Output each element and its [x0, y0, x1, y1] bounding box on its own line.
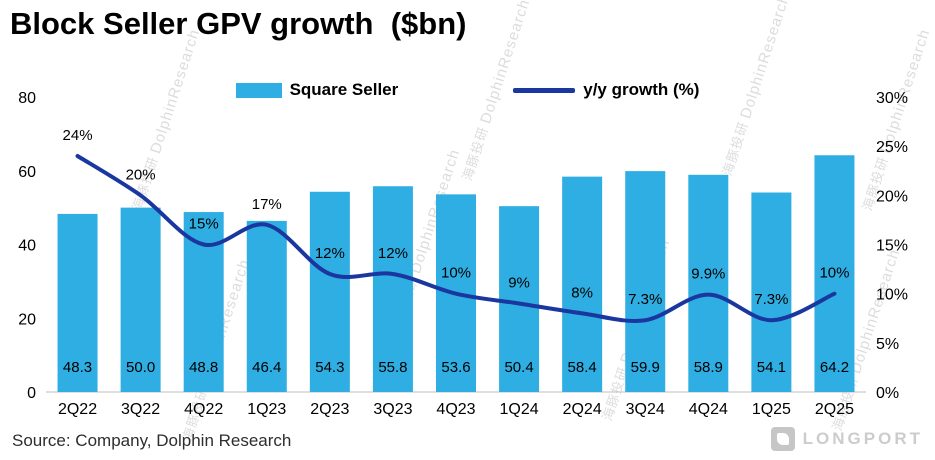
right-axis-tick: 20% — [876, 188, 908, 205]
category-label: 3Q23 — [373, 401, 412, 418]
legend-label-square-seller: Square Seller — [289, 80, 399, 99]
right-axis-tick: 5% — [876, 336, 899, 353]
bar-value-label: 50.0 — [126, 359, 155, 376]
growth-label: 12% — [378, 245, 408, 262]
longport-logo: LONGPORT — [770, 427, 923, 451]
category-label: 2Q22 — [58, 401, 97, 418]
left-axis-tick: 0 — [27, 385, 36, 402]
category-label: 1Q24 — [500, 401, 539, 418]
legend-item-square-seller: Square Seller — [235, 80, 399, 100]
bar-2Q23 — [309, 191, 350, 392]
bar-2Q25 — [814, 155, 855, 392]
right-axis-tick: 0% — [876, 385, 899, 402]
category-label: 2Q24 — [563, 401, 602, 418]
left-axis-tick: 80 — [18, 90, 36, 107]
legend-item-yy-growth: y/y growth (%) — [513, 80, 699, 100]
right-axis-tick: 15% — [876, 238, 908, 255]
bar-value-label: 48.8 — [189, 359, 218, 376]
bar-3Q24 — [625, 171, 666, 392]
growth-label: 15% — [189, 216, 219, 233]
bar-value-label: 50.4 — [504, 359, 533, 376]
longport-logo-icon — [770, 427, 795, 451]
left-axis-tick: 40 — [18, 238, 36, 255]
bar-value-label: 54.3 — [315, 359, 344, 376]
growth-label: 20% — [126, 166, 156, 183]
growth-label: 17% — [252, 196, 282, 213]
bar-value-label: 64.2 — [820, 359, 849, 376]
bar-3Q23 — [372, 186, 413, 392]
bar-value-label: 58.9 — [694, 359, 723, 376]
growth-label: 7.3% — [628, 291, 662, 308]
bar-value-label: 46.4 — [252, 359, 281, 376]
left-axis-tick: 20 — [18, 311, 36, 328]
growth-label: 7.3% — [754, 291, 788, 308]
right-axis-tick: 30% — [876, 90, 908, 107]
growth-label: 24% — [63, 127, 93, 144]
bar-value-label: 58.4 — [568, 359, 597, 376]
bar-value-label: 53.6 — [441, 359, 470, 376]
category-label: 1Q23 — [247, 401, 286, 418]
bar-2Q24 — [562, 176, 603, 392]
category-label: 3Q22 — [121, 401, 160, 418]
bar-1Q24 — [499, 206, 540, 392]
bar-4Q24 — [688, 174, 729, 392]
yy-growth-line — [75, 154, 837, 323]
bar-swatch-icon — [235, 82, 282, 98]
category-label: 4Q22 — [184, 401, 223, 418]
category-label: 4Q24 — [689, 401, 728, 418]
legend-label-yy-growth: y/y growth (%) — [583, 80, 700, 99]
growth-label: 10% — [819, 265, 849, 282]
category-label: 3Q24 — [626, 401, 665, 418]
left-axis-tick: 60 — [18, 164, 36, 181]
growth-label: 12% — [315, 245, 345, 262]
bar-1Q23 — [246, 220, 287, 392]
bar-3Q22 — [120, 207, 161, 392]
category-label: 4Q23 — [436, 401, 475, 418]
category-label: 2Q23 — [310, 401, 349, 418]
chart-title: Block Seller GPV growth ($bn) — [10, 6, 467, 41]
bar-2Q22 — [57, 213, 98, 392]
growth-label: 10% — [441, 265, 471, 282]
category-label: 2Q25 — [815, 401, 854, 418]
bar-value-label: 55.8 — [378, 359, 407, 376]
longport-logo-text: LONGPORT — [802, 429, 923, 448]
growth-label: 9.9% — [691, 266, 725, 283]
right-axis-tick: 10% — [876, 287, 908, 304]
bar-value-label: 48.3 — [63, 359, 92, 376]
bar-1Q25 — [751, 192, 792, 392]
source-note: Source: Company, Dolphin Research — [12, 431, 292, 450]
line-swatch-icon — [513, 87, 576, 93]
right-axis-tick: 25% — [876, 139, 908, 156]
bar-value-label: 59.9 — [631, 359, 660, 376]
bar-value-label: 54.1 — [757, 359, 786, 376]
legend: Square Seller y/y growth (%) — [0, 80, 935, 100]
growth-label: 9% — [508, 275, 530, 292]
category-label: 1Q25 — [752, 401, 791, 418]
growth-label: 8% — [571, 284, 593, 301]
